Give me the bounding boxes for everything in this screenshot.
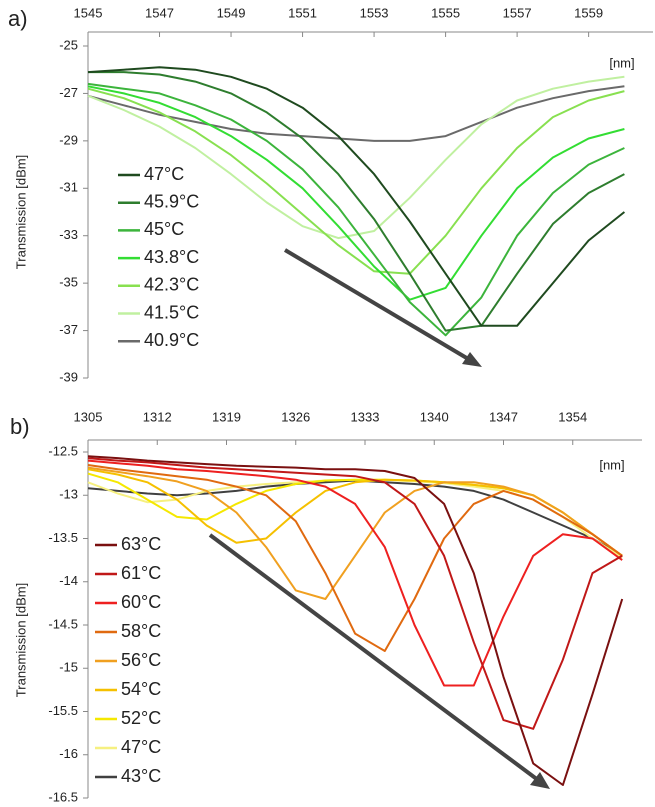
x-unit-label: [nm] bbox=[609, 55, 634, 70]
y-tick-label: -35 bbox=[59, 275, 78, 290]
y-tick-label: -12.5 bbox=[48, 443, 78, 458]
y-tick-label: -27 bbox=[59, 85, 78, 100]
x-tick-label: 1340 bbox=[420, 409, 449, 424]
panel-label: b) bbox=[10, 414, 30, 439]
y-tick-label: -15 bbox=[59, 660, 78, 675]
x-unit-label: [nm] bbox=[599, 457, 624, 472]
x-tick-label: 1553 bbox=[360, 5, 389, 20]
trend-arrow-a bbox=[283, 248, 482, 367]
y-tick-label: -25 bbox=[59, 37, 78, 52]
legend-label: 42.3°C bbox=[144, 275, 199, 295]
y-tick-label: -13 bbox=[59, 487, 78, 502]
series-line bbox=[88, 71, 625, 332]
y-tick-label: -33 bbox=[59, 227, 78, 242]
x-tick-label: 1545 bbox=[74, 5, 103, 20]
x-tick-label: 1547 bbox=[145, 5, 174, 20]
y-tick-label: -14.5 bbox=[48, 616, 78, 631]
x-tick-label: 1551 bbox=[288, 5, 317, 20]
x-tick-label: 1326 bbox=[281, 409, 310, 424]
x-tick-label: 1305 bbox=[74, 409, 103, 424]
x-tick-label: 1559 bbox=[574, 5, 603, 20]
series-line bbox=[87, 455, 624, 786]
series-line bbox=[87, 479, 623, 557]
series-line bbox=[87, 66, 626, 327]
y-tick-label: -39 bbox=[59, 369, 78, 384]
y-tick-label: -15.5 bbox=[48, 703, 78, 718]
x-tick-label: 1333 bbox=[351, 409, 380, 424]
series-line bbox=[87, 457, 623, 730]
y-tick-label: -16.5 bbox=[48, 789, 78, 804]
x-tick-label: 1557 bbox=[503, 5, 532, 20]
legend-label: 54°C bbox=[121, 679, 161, 699]
y-tick-label: -13.5 bbox=[48, 530, 78, 545]
series-line bbox=[87, 85, 625, 142]
x-tick-label: 1555 bbox=[431, 5, 460, 20]
y-tick-label: -14 bbox=[59, 573, 78, 588]
x-tick-label: 1354 bbox=[558, 409, 587, 424]
x-tick-label: 1549 bbox=[217, 5, 246, 20]
y-tick-label: -29 bbox=[59, 132, 78, 147]
y-axis-label: Transmission [dBm] bbox=[13, 155, 28, 269]
y-tick-label: -37 bbox=[59, 322, 78, 337]
series-line bbox=[87, 75, 625, 240]
legend-label: 58°C bbox=[121, 621, 161, 641]
y-tick-label: -16 bbox=[59, 746, 78, 761]
y-tick-label: -31 bbox=[59, 180, 78, 195]
legend-label: 47°C bbox=[144, 164, 184, 184]
y-axis-label: Transmission [dBm] bbox=[13, 583, 28, 697]
legend-label: 47°C bbox=[121, 737, 161, 757]
legend-label: 45.9°C bbox=[144, 191, 199, 211]
legend-label: 60°C bbox=[121, 592, 161, 612]
x-tick-label: 1347 bbox=[489, 409, 518, 424]
series-line bbox=[87, 466, 623, 600]
legend-label: 61°C bbox=[121, 563, 161, 583]
series-line bbox=[87, 464, 623, 652]
legend-label: 45°C bbox=[144, 219, 184, 239]
legend-label: 43°C bbox=[121, 766, 161, 786]
trend-arrow-b bbox=[208, 533, 550, 789]
legend-label: 63°C bbox=[121, 534, 161, 554]
legend-label: 56°C bbox=[121, 650, 161, 670]
legend-label: 41.5°C bbox=[144, 302, 199, 322]
series-line bbox=[87, 87, 625, 275]
x-tick-label: 1312 bbox=[143, 409, 172, 424]
x-tick-label: 1319 bbox=[212, 409, 241, 424]
series-line bbox=[87, 472, 623, 557]
series-line bbox=[87, 459, 623, 687]
series-line bbox=[87, 478, 623, 559]
legend-label: 40.9°C bbox=[144, 330, 199, 350]
series-line bbox=[87, 85, 625, 301]
series-line bbox=[87, 82, 625, 337]
legend-label: 52°C bbox=[121, 708, 161, 728]
panel-label: a) bbox=[8, 6, 28, 31]
legend-label: 43.8°C bbox=[144, 247, 199, 267]
